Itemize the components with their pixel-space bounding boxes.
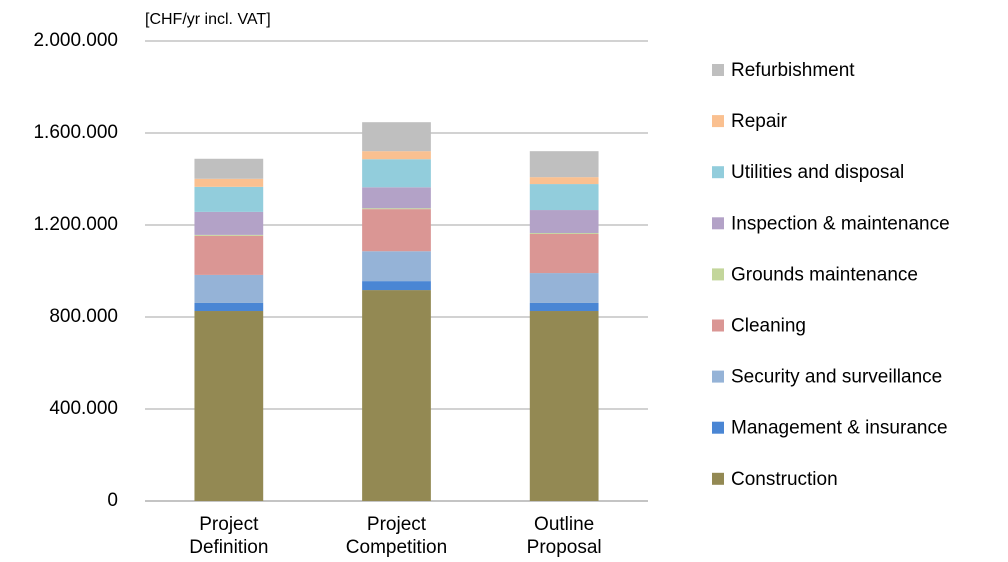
bar-segment xyxy=(362,122,431,152)
bar-segment xyxy=(362,151,431,160)
bar-segment xyxy=(362,281,431,291)
y-tick-label: 0 xyxy=(107,490,118,511)
y-tick-label: 2.000.000 xyxy=(33,30,118,51)
y-tick-label: 800.000 xyxy=(49,306,118,327)
bar-segment xyxy=(194,274,264,303)
y-tick-label: 400.000 xyxy=(49,398,118,419)
bar-segment xyxy=(362,290,431,501)
bar-segment xyxy=(362,187,431,209)
x-tick-label: Project Competition xyxy=(345,514,448,558)
bar-segment xyxy=(194,186,264,212)
legend-label: Refurbishment xyxy=(731,60,855,81)
legend-swatch xyxy=(712,472,724,485)
bar-segment xyxy=(194,234,264,236)
bar-segment xyxy=(194,211,264,235)
legend-swatch xyxy=(712,268,724,281)
legend-label: Repair xyxy=(731,111,788,132)
legend-swatch xyxy=(712,370,724,383)
x-tick-label: Project Definition xyxy=(189,514,269,558)
legend-swatch xyxy=(712,166,724,179)
legend-swatch xyxy=(712,217,724,230)
bar-segment xyxy=(529,273,599,303)
y-tick-label: 1.600.000 xyxy=(33,122,118,143)
bar-segment xyxy=(194,302,264,312)
bar-segment xyxy=(529,210,599,234)
legend-label: Cleaning xyxy=(731,316,806,337)
bar-segment xyxy=(529,311,599,501)
legend-label: Grounds maintenance xyxy=(731,264,918,285)
bar-segment xyxy=(194,178,264,187)
bar-segment xyxy=(362,208,431,210)
legend-label: Management & insurance xyxy=(731,418,948,439)
bar-segment xyxy=(362,209,431,252)
legend-label: Construction xyxy=(731,469,838,490)
legend-label: Inspection & maintenance xyxy=(731,213,950,234)
bar-segment xyxy=(529,233,599,234)
legend-label: Utilities and disposal xyxy=(731,162,904,183)
bar-segment xyxy=(194,311,264,501)
bar-segment xyxy=(362,159,431,188)
bar-segment xyxy=(194,158,264,179)
legend-swatch xyxy=(712,421,724,434)
legend-swatch xyxy=(712,319,724,332)
bar-segment xyxy=(362,251,431,282)
legend-swatch xyxy=(712,115,724,128)
x-tick-label: Outline Proposal xyxy=(526,514,602,558)
y-tick-label: 1.200.000 xyxy=(33,214,118,235)
bar-segment xyxy=(529,233,599,274)
legend-label: Security and surveillance xyxy=(731,367,942,388)
bar-segment xyxy=(529,184,599,211)
bar-segment xyxy=(529,151,599,178)
bar-segment xyxy=(529,302,599,312)
y-axis-label: [CHF/yr incl. VAT] xyxy=(145,11,271,28)
bar-segment xyxy=(194,235,264,275)
bar-segment xyxy=(529,177,599,185)
legend-swatch xyxy=(712,64,724,76)
